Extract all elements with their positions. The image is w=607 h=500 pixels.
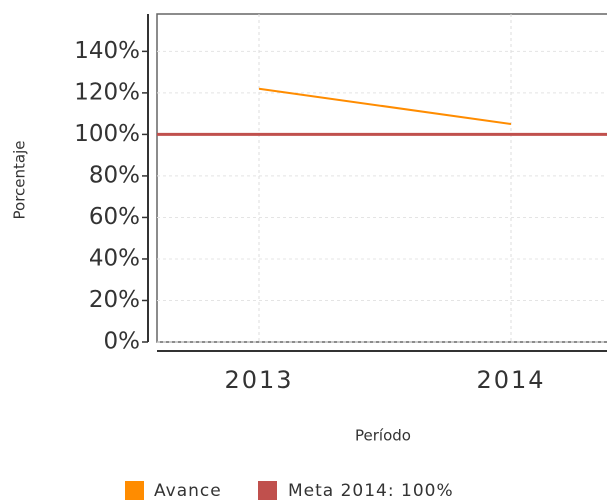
- legend-label: Meta 2014: 100%: [288, 481, 454, 500]
- y-axis-label: Porcentaje: [11, 141, 29, 220]
- plot-area: [156, 13, 607, 343]
- x-tick-label: 2013: [224, 366, 293, 394]
- y-tick-label: 60%: [89, 204, 140, 230]
- y-tick-label: 120%: [74, 79, 140, 105]
- x-axis-label: Período: [355, 427, 411, 445]
- x-tick-label: 2014: [476, 366, 545, 394]
- legend-swatch: [258, 481, 277, 500]
- legend-label: Avance: [154, 481, 222, 500]
- series-line: [258, 87, 512, 126]
- y-tick-label: 20%: [89, 287, 140, 313]
- y-tick-label: 100%: [74, 121, 140, 147]
- y-tick-label: 80%: [89, 162, 140, 188]
- y-tick-label: 140%: [74, 38, 140, 64]
- y-tick-label: 0%: [104, 329, 141, 355]
- y-tick-label: 40%: [89, 245, 140, 271]
- legend-swatch: [125, 481, 144, 500]
